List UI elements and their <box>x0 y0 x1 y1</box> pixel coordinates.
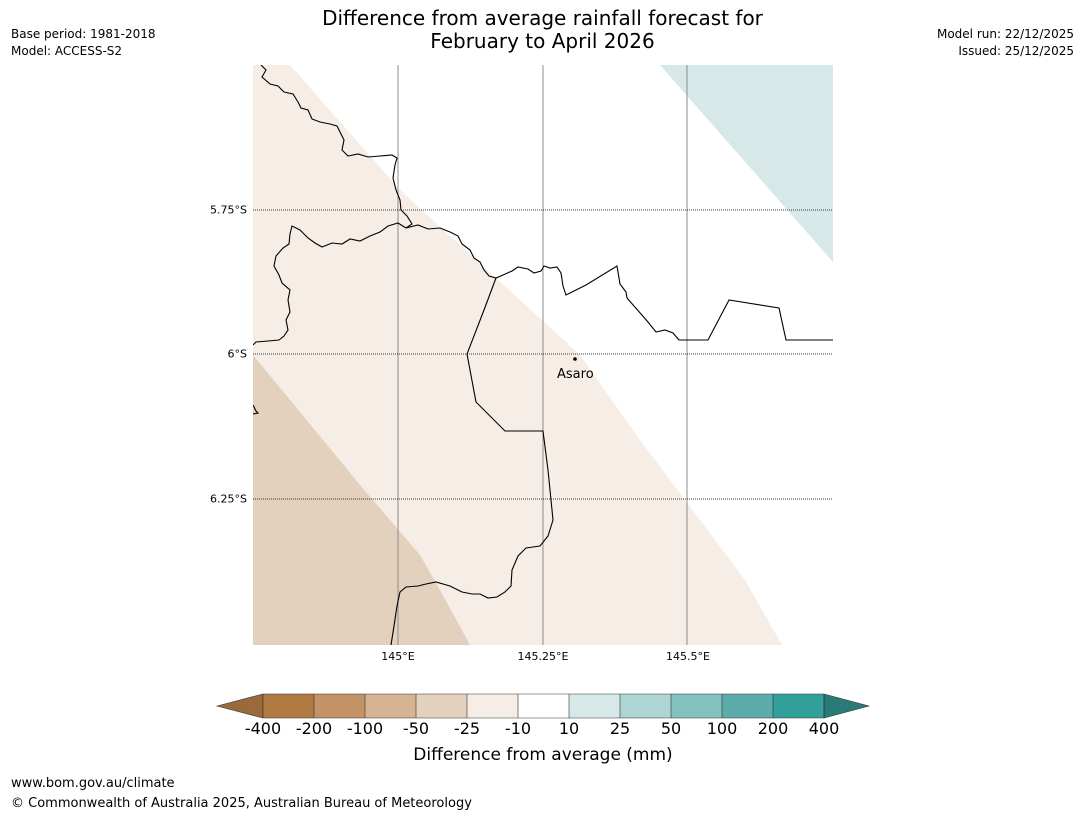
colorbar-dividers <box>262 693 825 719</box>
lat-label-6s: 6°S <box>227 347 247 361</box>
colorbar-tick-label: 10 <box>558 719 580 738</box>
meta-left: Base period: 1981-2018 Model: ACCESS-S2 <box>11 26 156 60</box>
border-east-upper <box>405 224 833 341</box>
shade-band-10-25 <box>660 65 833 262</box>
colorbar-segment-8 <box>620 694 671 718</box>
lon-label-145-25e: 145.25°E <box>517 650 569 663</box>
model-run: Model run: 22/12/2025 <box>936 27 1074 41</box>
colorbar-tick-label: 100 <box>706 719 738 738</box>
shade-band-minus50-minus25 <box>253 355 470 645</box>
border-west-stub <box>253 404 260 415</box>
footer-url[interactable]: www.bom.gov.au/climate <box>11 776 175 791</box>
colorbar-tick-label: -400 <box>244 719 282 738</box>
parallels <box>253 209 833 500</box>
asaro-marker <box>573 357 577 361</box>
base-period: Base period: 1981-2018 <box>11 27 156 41</box>
colorbar-tick-label: 25 <box>609 719 631 738</box>
footer-copyright: © Commonwealth of Australia 2025, Austra… <box>11 796 472 811</box>
colorbar-arrow-high <box>823 693 871 719</box>
lat-label-5-75s: 5.75°S <box>210 203 247 217</box>
colorbar-title: Difference from average (mm) <box>413 745 673 765</box>
colorbar-tick-label: 50 <box>660 719 682 738</box>
model-name: Model: ACCESS-S2 <box>11 44 123 58</box>
colorbar <box>215 693 871 719</box>
colorbar-segment-3 <box>365 694 416 718</box>
province-borders <box>253 65 833 645</box>
colorbar-segment-9 <box>671 694 722 718</box>
colorbar-segment-11 <box>773 694 824 718</box>
colorbar-tick-label: -100 <box>346 719 384 738</box>
colorbar-tick-label: -10 <box>504 719 532 738</box>
lat-label-6-25s: 6.25°S <box>210 492 247 506</box>
colorbar-tick-label: -25 <box>453 719 481 738</box>
map-title: Difference from average rainfall forecas… <box>0 7 1085 53</box>
colorbar-segment-7 <box>569 694 620 718</box>
colorbar-tick-label: -50 <box>402 719 430 738</box>
colorbar-segment-10 <box>722 694 773 718</box>
colorbar-tick-label: 200 <box>757 719 789 738</box>
title-line-1: Difference from average rainfall forecas… <box>322 6 763 30</box>
border-north <box>260 65 413 229</box>
colorbar-segment-2 <box>314 694 365 718</box>
lon-label-145-5e: 145.5°E <box>666 650 710 663</box>
meta-right: Model run: 22/12/2025 Issued: 25/12/2025 <box>937 26 1074 60</box>
colorbar-segment-6 <box>518 694 569 718</box>
colorbar-arrow-low <box>215 693 264 719</box>
colorbar-segment-1 <box>263 694 314 718</box>
colorbar-tick-label: 400 <box>808 719 840 738</box>
title-line-2: February to April 2026 <box>430 29 655 53</box>
map-plot-area <box>253 65 833 645</box>
colorbar-segment-5 <box>467 694 518 718</box>
colorbar-segment-4 <box>416 694 467 718</box>
border-central-north <box>253 222 407 346</box>
border-east-lower <box>390 277 554 645</box>
asaro-label: Asaro <box>557 367 594 382</box>
meridians <box>397 65 688 645</box>
issued-date: Issued: 25/12/2025 <box>958 44 1074 58</box>
lon-label-145e: 145°E <box>381 650 415 663</box>
colorbar-tick-label: -200 <box>295 719 333 738</box>
